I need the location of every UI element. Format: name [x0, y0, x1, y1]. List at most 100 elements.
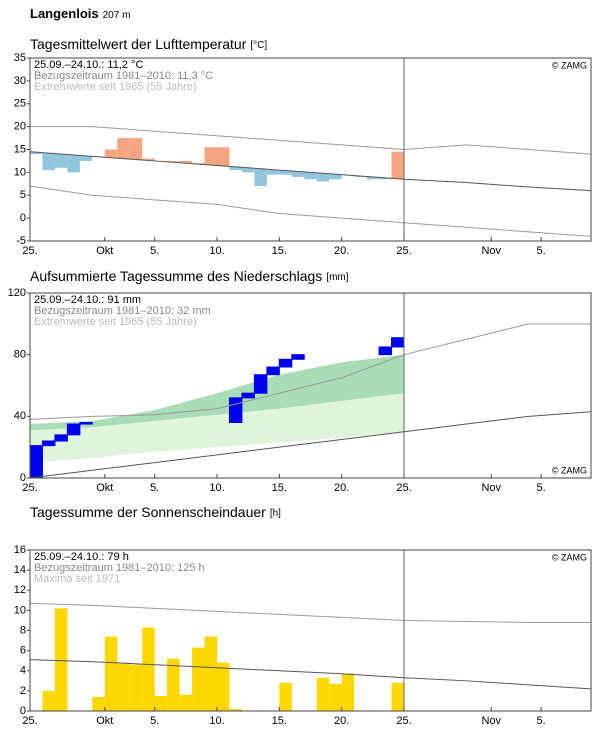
anomaly-bar	[117, 138, 130, 159]
x-tick-label: 5.	[537, 245, 546, 257]
anomaly-bar	[167, 160, 180, 163]
anomaly-bar	[104, 149, 118, 158]
chart-title-text: Tagessumme der Sonnenscheindauer	[30, 504, 266, 520]
x-tick-label: Nov	[481, 482, 501, 494]
precip-step	[66, 423, 81, 436]
x-tick-label: 5.	[537, 715, 546, 727]
precip-step	[228, 397, 243, 424]
info-text: 25.09.–24.10.: 91 mm	[34, 294, 141, 306]
bar	[167, 658, 180, 711]
y-tick-label: 6	[20, 645, 26, 657]
anomaly-bar	[316, 173, 330, 182]
anomaly-bar	[329, 174, 342, 180]
y-tick-label: 16	[14, 544, 26, 556]
anomaly-bar	[79, 155, 93, 161]
anomaly-bar	[30, 152, 43, 155]
chart-title-text: Tagesmittelwert der Lufttemperatur	[30, 36, 247, 52]
credit: © ZAMG	[552, 60, 587, 70]
y-tick-label: 80	[14, 349, 26, 361]
anomaly-bar	[42, 153, 55, 171]
x-tick-label: Nov	[481, 715, 501, 727]
y-tick-label: 10	[14, 604, 26, 616]
anomaly-bar	[279, 170, 292, 175]
anomaly-bar	[254, 168, 267, 187]
x-tick-label: 20.	[334, 245, 349, 257]
chart-unit: [mm]	[326, 272, 348, 283]
anomaly-bar	[241, 167, 255, 173]
y-tick-label: 120	[8, 287, 26, 299]
x-tick-label: 20.	[334, 715, 349, 727]
precip-step	[291, 354, 305, 360]
anomaly-bar	[129, 138, 143, 160]
chart-title: Tagesmittelwert der Lufttemperatur [°C]	[30, 36, 267, 52]
y-tick-label: 40	[14, 410, 26, 422]
anomaly-bar	[229, 166, 242, 171]
y-tick-label: 14	[14, 564, 26, 576]
bar	[279, 682, 292, 711]
extreme-line	[29, 602, 591, 623]
anomaly-bar	[366, 176, 380, 180]
y-tick-label: 8	[20, 624, 26, 636]
y-tick-label: 2	[20, 685, 26, 697]
y-tick-label: -5	[16, 235, 26, 247]
chart-unit: [h]	[270, 508, 281, 519]
bar	[104, 636, 118, 711]
info-text: 25.09.–24.10.: 11,2 °C	[34, 59, 143, 71]
x-tick-label: 25.	[22, 245, 37, 257]
x-tick-label: 10.	[209, 715, 224, 727]
bar	[204, 636, 217, 711]
x-tick-label: 25.	[396, 245, 411, 257]
normal-line	[29, 659, 592, 690]
bar	[154, 695, 168, 711]
y-tick-label: 12	[14, 584, 26, 596]
x-tick-label: 5.	[537, 482, 546, 494]
bar	[129, 664, 143, 711]
x-tick-label: 20.	[334, 482, 349, 494]
precip-step	[391, 337, 405, 348]
anomaly-bar	[217, 147, 230, 166]
plot-frame	[29, 292, 592, 479]
bar	[142, 627, 155, 711]
precip-step	[253, 374, 268, 394]
extreme-line	[29, 411, 592, 479]
precip-step	[41, 440, 56, 447]
bar	[117, 663, 130, 711]
y-tick-label: 0	[20, 472, 26, 484]
station-name: Langenlois	[30, 6, 99, 21]
bar	[229, 708, 242, 711]
x-tick-label: 10.	[209, 245, 224, 257]
x-tick-label: Okt	[96, 482, 113, 494]
x-tick-label: 5.	[150, 245, 159, 257]
extreme-line	[29, 185, 592, 237]
x-tick-label: 25.	[22, 482, 37, 494]
y-tick-label: 30	[14, 75, 26, 87]
extreme-line	[30, 126, 592, 155]
chart-title: Tagessumme der Sonnenscheindauer [h]	[30, 504, 281, 520]
y-tick-label: 4	[20, 665, 26, 677]
precip-step	[378, 346, 393, 356]
credit: © ZAMG	[552, 465, 587, 475]
x-tick-label: 15.	[272, 482, 287, 494]
precip-step	[266, 366, 280, 376]
station-altitude: 207 m	[103, 10, 131, 21]
anomaly-bar	[54, 154, 68, 168]
x-tick-label: 5.	[150, 482, 159, 494]
range-band	[30, 393, 404, 463]
station-header: Langenlois 207 m	[30, 6, 130, 21]
x-tick-label: 15.	[272, 245, 287, 257]
bar	[92, 696, 105, 711]
info-text: Bezugszeitraum 1981–2010: 11,3 °C	[34, 70, 213, 82]
x-tick-label: Nov	[481, 245, 501, 257]
x-tick-label: 25.	[396, 482, 411, 494]
y-tick-label: 5	[20, 189, 26, 201]
info-text: Maxima seit 1971	[34, 573, 120, 585]
range-band	[30, 354, 404, 431]
bar	[391, 682, 404, 711]
anomaly-bar	[142, 158, 155, 161]
info-text: Extremwerte seit 1965 (55 Jahre)	[34, 81, 197, 93]
bar	[217, 662, 230, 711]
y-tick-label: 15	[14, 143, 26, 155]
y-tick-label: 20	[14, 121, 26, 133]
precip-step	[54, 434, 68, 442]
